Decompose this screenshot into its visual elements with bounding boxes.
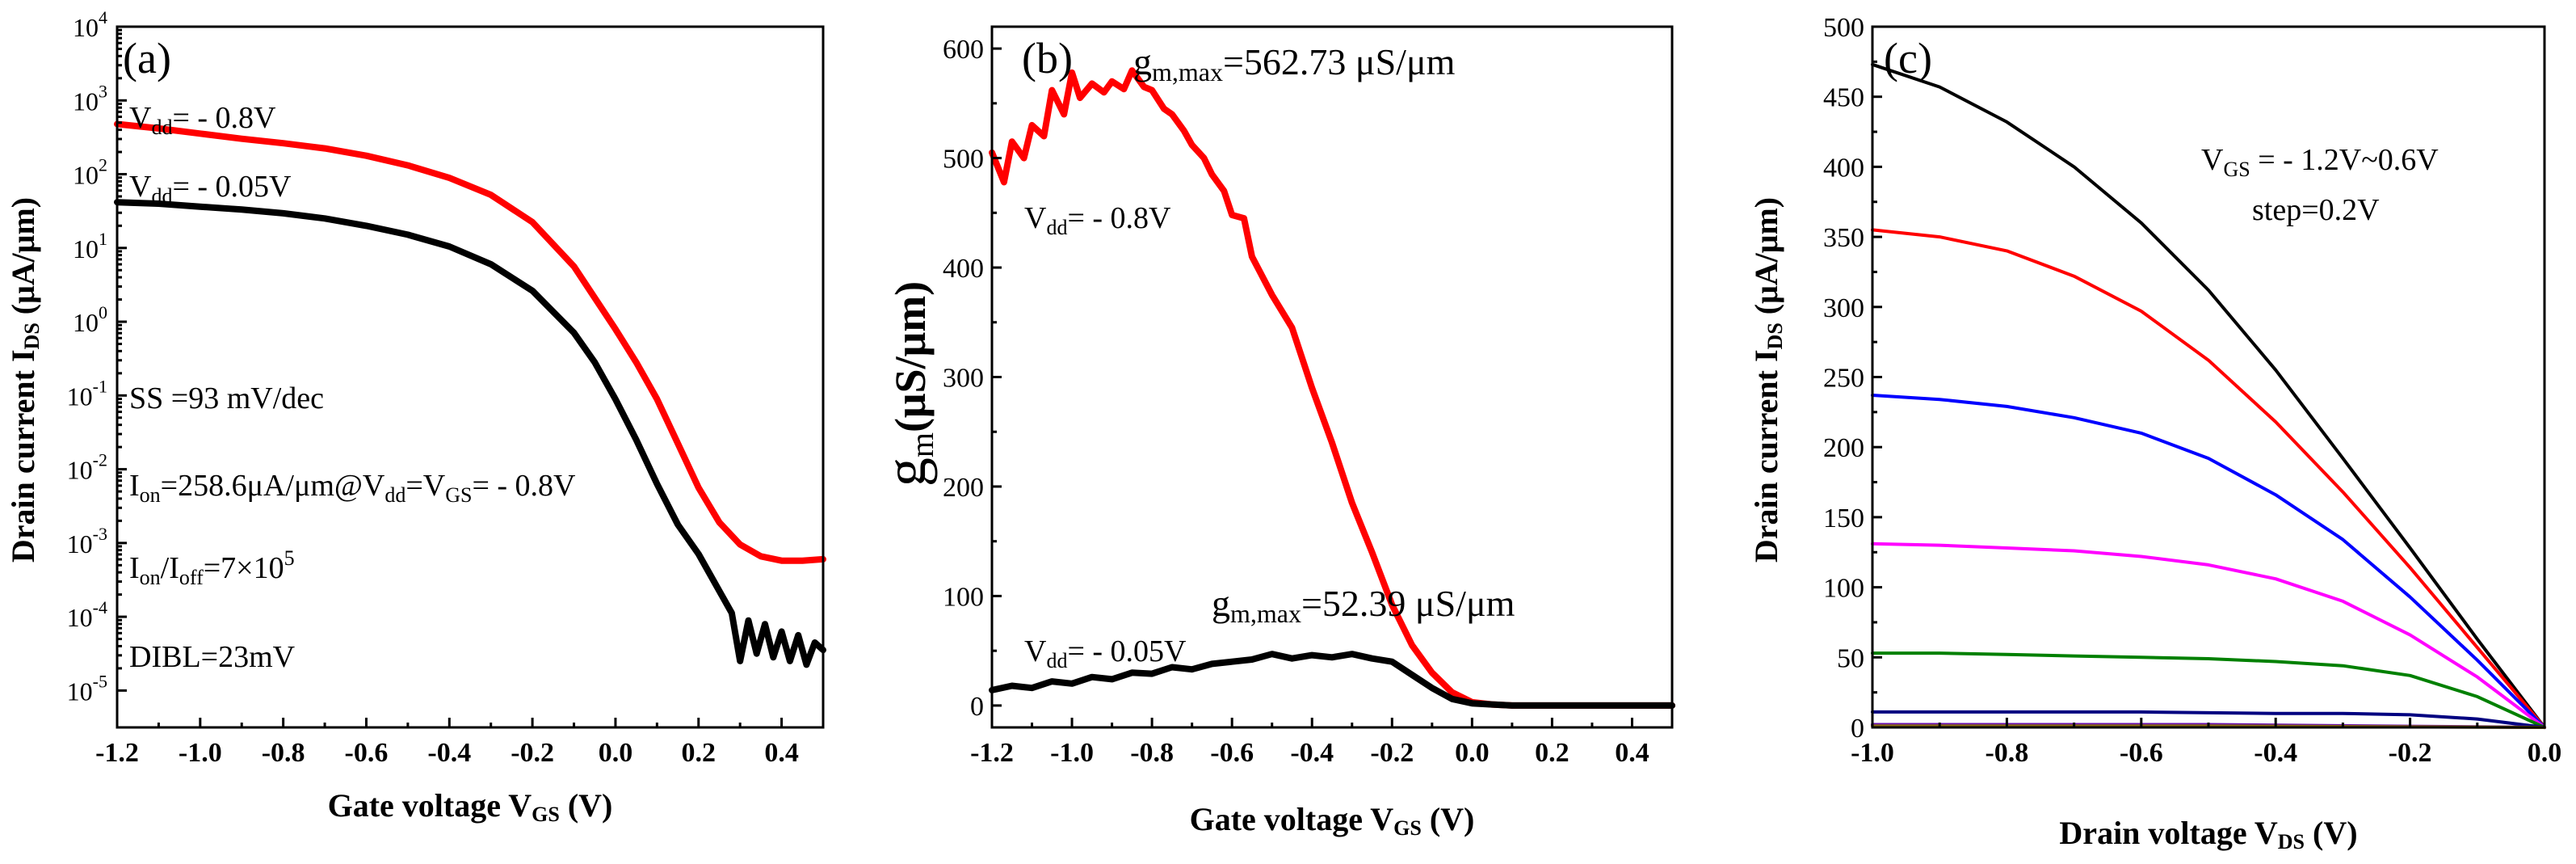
panel-b-x-tick-label: -0.8 <box>1130 738 1174 768</box>
panel-c-series <box>1871 62 2546 729</box>
panel-b-y-tick-label: 500 <box>943 145 984 175</box>
panel-c-id-vds: -1.0 -0.8 -0.6 -0.4 -0.2 0.0 0 50 100 150 200 250 3… <box>1748 13 2561 853</box>
panel-b-x-tick-label: 0.0 <box>1455 738 1490 768</box>
panel-a-ratio-label: Ion/Ioff=7×105 <box>129 546 295 589</box>
panel-a-vdd-low-label: Vdd= - 0.05V <box>129 170 292 208</box>
panel-b-y-tick-label: 0 <box>970 692 984 722</box>
panel-c-x-tick-label: -0.2 <box>2389 738 2432 768</box>
panel-c-series-line-4 <box>1871 651 2546 729</box>
panel-a-x-tick-label: 0.2 <box>682 738 716 768</box>
panel-a-y-tick-label: 10-2 <box>67 450 107 485</box>
panel-a-y-tick-label: 10-3 <box>67 524 107 558</box>
panel-c-step-label: step=0.2V <box>2252 193 2380 227</box>
panel-c-y-tick-label: 0 <box>1851 714 1864 744</box>
panel-a-dibl-label: DIBL=23mV <box>129 640 296 674</box>
panel-b-y-tick-label: 400 <box>943 254 984 284</box>
panel-b-vdd-low-label: Vdd= - 0.05V <box>1024 634 1187 672</box>
panel-a-frame <box>116 25 825 729</box>
panel-c-x-tick-label: -0.6 <box>2120 738 2163 768</box>
panel-a-x-ticks: -1.2 -1.0 -0.8 -0.6 -0.4 -0.2 0.0 0.2 0.4 <box>95 718 799 768</box>
panel-c-y-tick-label: 450 <box>1823 83 1864 113</box>
panel-a-ss-label: SS =93 mV/dec <box>129 381 324 415</box>
panel-a-y-tick-label: 100 <box>73 302 107 337</box>
panel-b-series <box>989 67 1675 709</box>
panel-a-y-tick-label: 10-4 <box>67 597 107 632</box>
panel-c-y-tick-label: 350 <box>1823 223 1864 253</box>
panel-c-x-tick-label: -0.4 <box>2254 738 2297 768</box>
panel-a-series-line-1 <box>114 199 826 668</box>
panel-a-x-tick-label: -0.2 <box>511 738 554 768</box>
panel-c-y-tick-label: 300 <box>1823 293 1864 323</box>
panel-a-x-tick-label: -0.8 <box>262 738 305 768</box>
panel-c-x-tick-label: -0.8 <box>1985 738 2028 768</box>
panel-a-x-tick-label: 0.0 <box>599 738 633 768</box>
panel-c-series-line-1 <box>1871 228 2546 729</box>
panel-b-series-line-0 <box>989 67 1675 709</box>
panel-c-y-tick-label: 100 <box>1823 574 1864 604</box>
panel-b-x-ticks: -1.2 -1.0 -0.8 -0.6 -0.4 -0.2 0.0 0.2 0.4 <box>970 718 1649 768</box>
panel-b-x-tick-label: -0.4 <box>1290 738 1334 768</box>
panel-a-y-tick-label: 103 <box>73 81 107 116</box>
panel-c-x-tick-label: 0.0 <box>2528 738 2562 768</box>
panel-a-series-line-0 <box>114 120 826 564</box>
panel-b-x-axis-label: Gate voltage VGS (V) <box>1190 801 1475 840</box>
panel-c-y-tick-label: 200 <box>1823 433 1864 463</box>
panel-b-y-tick-label: 600 <box>943 35 984 65</box>
panel-b-x-tick-label: 0.4 <box>1615 738 1649 768</box>
panel-c-y-tick-label: 50 <box>1837 643 1864 673</box>
panel-c-vgs-range-label: VGS = - 1.2V~0.6V <box>2201 143 2439 181</box>
panel-c-series-line-5 <box>1871 710 2546 729</box>
panel-c-series-line-0 <box>1871 62 2546 729</box>
panel-a-log-id-vgs: -1.2 -1.0 -0.8 -0.6 -0.4 -0.2 0.0 0.2 0.4 10-510… <box>5 7 826 826</box>
panel-c-series-line-3 <box>1871 542 2546 729</box>
panel-b-y-ticks: 0 100 200 300 400 500 600 <box>943 35 1002 722</box>
panel-b-gmax-high-label: gm,max=562.73 μS/μm <box>1133 41 1456 86</box>
panel-a-x-tick-label: -0.6 <box>345 738 389 768</box>
panel-a-y-axis-label: Drain current IDS (μA/μm) <box>5 197 44 563</box>
panel-a-letter: (a) <box>123 34 171 82</box>
panel-a-x-tick-label: -1.0 <box>179 738 222 768</box>
panel-c-y-axis-label: Drain current IDS (μA/μm) <box>1748 197 1787 563</box>
panel-a-y-tick-label: 104 <box>73 7 107 42</box>
panel-b-x-tick-label: 0.2 <box>1535 738 1570 768</box>
panel-c-series-line-2 <box>1871 394 2546 729</box>
panel-a-y-tick-label: 101 <box>73 229 107 263</box>
panel-a-x-tick-label: -1.2 <box>95 738 139 768</box>
panel-c-letter: (c) <box>1884 34 1932 82</box>
panel-b-series-line-1 <box>989 651 1675 709</box>
panel-c-y-tick-label: 500 <box>1823 13 1864 43</box>
panel-b-x-tick-label: -1.2 <box>970 738 1014 768</box>
panel-a-y-ticks: 10-5 10-4 10-3 10-2 10-1 100 101 102 103 104 <box>67 7 127 706</box>
panel-c-x-axis-label: Drain voltage VDS (V) <box>2059 815 2357 853</box>
panel-a-ion-label: Ion=258.6μA/μm@Vdd=VGS= - 0.8V <box>129 469 576 507</box>
panel-c-y-tick-label: 150 <box>1823 504 1864 533</box>
panel-a-x-tick-label: 0.4 <box>764 738 799 768</box>
panel-a-y-tick-label: 10-5 <box>67 671 107 706</box>
panel-c-x-ticks: -1.0 -0.8 -0.6 -0.4 -0.2 0.0 <box>1851 718 2561 768</box>
panel-b-gmax-low-label: gm,max=52.39 μS/μm <box>1212 583 1515 628</box>
panel-b-letter: (b) <box>1022 34 1073 82</box>
panel-b-x-tick-label: -0.6 <box>1210 738 1254 768</box>
panel-c-y-ticks: 0 50 100 150 200 250 300 350 400 450 500 <box>1823 13 1882 744</box>
panel-c-frame <box>1871 25 2546 729</box>
panel-c-y-tick-label: 250 <box>1823 364 1864 394</box>
panel-a-series <box>114 120 826 668</box>
panel-c-y-tick-label: 400 <box>1823 153 1864 183</box>
panel-b-y-tick-label: 300 <box>943 364 984 394</box>
panel-b-x-tick-label: -0.2 <box>1370 738 1414 768</box>
panel-b-gm-vgs: -1.2 -1.0 -0.8 -0.6 -0.4 -0.2 0.0 0.2 0.4 0 100 20… <box>873 25 1675 840</box>
panel-b-vdd-high-label: Vdd= - 0.8V <box>1024 201 1171 239</box>
panel-a-y-tick-label: 102 <box>73 155 107 190</box>
panel-b-x-tick-label: -1.0 <box>1050 738 1094 768</box>
panel-b-y-tick-label: 200 <box>943 473 984 503</box>
panel-a-y-tick-label: 10-1 <box>67 376 107 411</box>
panel-b-y-tick-label: 100 <box>943 582 984 612</box>
panel-b-y-axis-label: gm(μS/μm) <box>873 281 940 487</box>
panel-a-x-axis-label: Gate voltage VGS (V) <box>328 787 613 826</box>
panel-a-x-tick-label: -0.4 <box>427 738 471 768</box>
panel-c-x-tick-label: -1.0 <box>1851 738 1894 768</box>
panel-a-vdd-high-label: Vdd= - 0.8V <box>129 101 276 139</box>
